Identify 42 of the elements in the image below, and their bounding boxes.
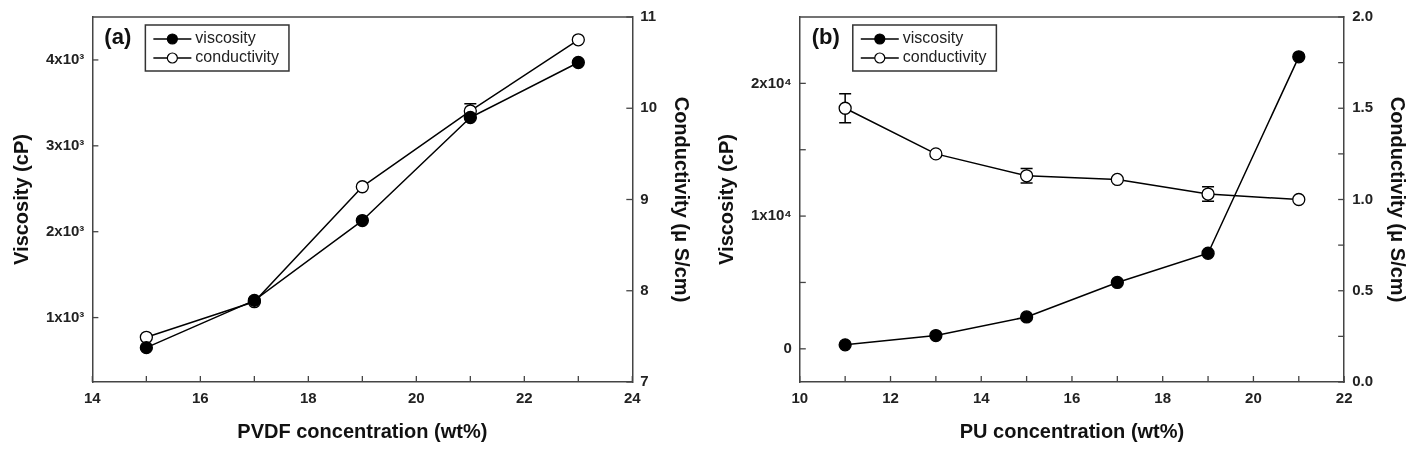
y2-tick-label: 8: [640, 280, 649, 298]
x-tick-label: 18: [1154, 389, 1172, 407]
x-tick-label: 24: [623, 389, 642, 407]
x-tick-label: 22: [1335, 389, 1353, 407]
x-tick-label: 22: [515, 389, 533, 407]
y2-tick-label: 11: [640, 7, 657, 25]
y2-tick-label: 1.0: [1352, 189, 1374, 207]
x-tick-label: 16: [192, 389, 209, 407]
y-tick-label: 0: [783, 338, 792, 356]
y2-tick-label: 1.5: [1352, 98, 1374, 116]
x-tick-label: 18: [300, 389, 317, 407]
legend-label: viscosity: [195, 29, 256, 47]
y-tick-label: 3x10³: [45, 135, 85, 153]
y-tick-label: 2x10³: [45, 221, 85, 239]
x-tick-label: 20: [407, 389, 425, 407]
legend-label: viscosity: [902, 29, 964, 47]
legend-label: conductivity: [902, 48, 987, 66]
y-axis-title: Viscosity (cP): [9, 134, 32, 265]
y2-tick-label: 9: [640, 189, 649, 207]
y-tick-label: 4x10³: [45, 50, 85, 68]
y-tick-label: 1x10³: [45, 307, 85, 325]
y-tick-label: 1x10⁴: [750, 206, 792, 224]
y2-tick-label: 7: [640, 372, 649, 390]
x-tick-label: 16: [1063, 389, 1081, 407]
y2-axis-title: Conductivity (μ S/cm): [671, 96, 694, 303]
y-tick-label: 2x10⁴: [750, 73, 792, 91]
x-axis-title: PU concentration (wt%): [959, 419, 1185, 442]
x-tick-label: 10: [791, 389, 809, 407]
x-tick-label: 20: [1245, 389, 1262, 407]
x-axis-title: PVDF concentration (wt%): [237, 419, 488, 442]
y-axis-title: Viscosity (cP): [714, 134, 737, 265]
y2-tick-label: 0.5: [1352, 280, 1374, 298]
annotation: (a): [104, 24, 132, 50]
x-tick-label: 12: [882, 389, 899, 407]
annotation: (b): [811, 24, 840, 50]
x-tick-label: 14: [972, 389, 991, 407]
y2-tick-label: 0.0: [1352, 372, 1374, 390]
y2-axis-title: Conductivity (μ S/cm): [1387, 96, 1410, 303]
legend-label: conductivity: [195, 48, 279, 66]
y2-tick-label: 2.0: [1352, 7, 1374, 25]
y2-tick-label: 10: [640, 98, 657, 116]
x-tick-label: 14: [84, 389, 102, 407]
